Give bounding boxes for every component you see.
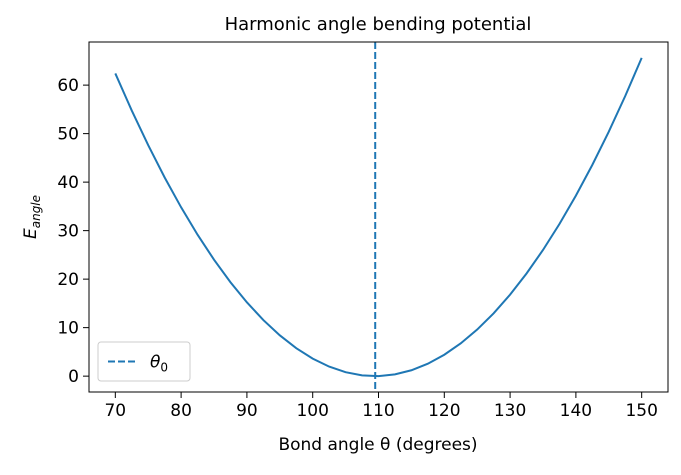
x-tick-label: 150 [625,401,657,421]
y-tick-label: 20 [57,270,79,290]
x-tick-label: 140 [560,401,592,421]
y-tick-label: 10 [57,319,79,339]
x-tick-label: 110 [362,401,394,421]
y-label-sub: angle [29,195,43,228]
x-tick-label: 70 [104,401,126,421]
legend: θ0 [97,341,191,382]
y-tick-label: 30 [57,222,79,242]
y-tick-label: 60 [57,76,79,96]
legend-label: θ0 [150,353,168,375]
legend-label-main: θ [150,353,161,373]
x-tick-label: 120 [428,401,460,421]
x-axis-label: Bond angle θ (degrees) [278,435,477,455]
y-tick-label: 40 [57,173,79,193]
x-tick-label: 80 [170,401,192,421]
chart-title: Harmonic angle bending potential [225,14,532,35]
y-label-main: E [21,228,41,239]
x-tick-label: 130 [494,401,526,421]
y-tick-label: 50 [57,125,79,145]
x-tick-label: 100 [296,401,328,421]
line-series [114,57,643,378]
legend-box [97,341,191,382]
legend-label-sub: 0 [160,361,168,375]
axes-frame [88,41,669,393]
y-axis-label: Eangle [21,195,43,239]
y-tick-label: 0 [68,367,79,387]
x-tick-label: 90 [236,401,258,421]
